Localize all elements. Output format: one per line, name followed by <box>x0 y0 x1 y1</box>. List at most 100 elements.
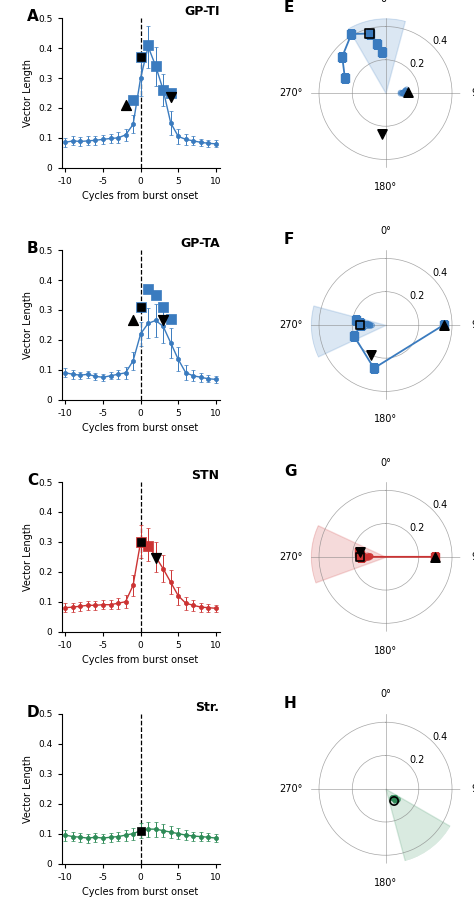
Text: E: E <box>284 0 294 15</box>
Point <box>392 793 400 807</box>
Text: G: G <box>284 464 296 479</box>
Point <box>390 792 397 806</box>
Point <box>440 317 447 332</box>
Point <box>365 549 373 564</box>
Point <box>152 551 159 565</box>
Point <box>401 85 409 99</box>
Point <box>362 319 369 334</box>
Point <box>365 548 373 563</box>
X-axis label: Cycles from burst onset: Cycles from burst onset <box>82 887 199 897</box>
Point <box>145 282 152 296</box>
Point <box>403 84 411 98</box>
Point <box>398 85 406 100</box>
Point <box>364 548 371 563</box>
Point <box>367 318 374 333</box>
Point <box>145 38 152 53</box>
Point <box>364 316 371 331</box>
Point <box>167 85 174 100</box>
Point <box>393 794 401 808</box>
Point <box>367 319 374 334</box>
Point <box>390 794 398 808</box>
Point <box>365 316 373 331</box>
Point <box>392 790 399 804</box>
Point <box>392 794 400 809</box>
Y-axis label: Vector Length: Vector Length <box>23 523 33 591</box>
Point <box>341 71 349 85</box>
Point <box>389 791 396 805</box>
Point <box>365 550 373 564</box>
Point <box>368 348 375 363</box>
Point <box>397 85 404 100</box>
Point <box>352 313 360 327</box>
Point <box>167 90 174 105</box>
Point <box>365 317 373 332</box>
Point <box>137 300 145 315</box>
Point <box>400 86 408 101</box>
Point <box>367 549 374 564</box>
Point <box>364 551 371 565</box>
Point <box>167 312 174 326</box>
Text: C: C <box>27 473 38 488</box>
Point <box>403 85 411 99</box>
Text: B: B <box>27 241 38 256</box>
Point <box>137 824 145 838</box>
Text: Str.: Str. <box>196 701 219 714</box>
Point <box>392 793 399 807</box>
Point <box>357 550 365 564</box>
Point <box>356 544 363 559</box>
Point <box>356 545 364 560</box>
Point <box>392 793 400 807</box>
Point <box>364 550 371 564</box>
Point <box>362 550 369 564</box>
Point <box>356 317 364 332</box>
Point <box>364 550 371 564</box>
Point <box>366 26 374 41</box>
Point <box>392 793 399 807</box>
Point <box>398 86 406 101</box>
Point <box>365 318 373 333</box>
Point <box>145 539 152 554</box>
Point <box>440 317 447 332</box>
Point <box>362 549 369 564</box>
Point <box>378 45 386 59</box>
Point <box>152 59 159 74</box>
Point <box>362 317 369 332</box>
Point <box>338 49 346 64</box>
Point <box>137 534 145 549</box>
Point <box>398 85 406 100</box>
Point <box>403 82 410 96</box>
Point <box>367 549 374 564</box>
Point <box>365 317 373 332</box>
X-axis label: Cycles from burst onset: Cycles from burst onset <box>82 424 199 434</box>
Point <box>364 316 371 331</box>
Point <box>367 549 374 564</box>
Point <box>159 300 167 315</box>
Point <box>159 83 167 97</box>
X-axis label: Cycles from burst onset: Cycles from burst onset <box>82 192 199 202</box>
Point <box>364 317 371 332</box>
Point <box>398 85 406 100</box>
Point <box>364 551 371 565</box>
Text: A: A <box>27 9 38 25</box>
Y-axis label: Vector Length: Vector Length <box>23 59 33 127</box>
Point <box>129 94 137 108</box>
Point <box>392 793 399 807</box>
Point <box>394 793 401 807</box>
Text: GP-TA: GP-TA <box>180 237 219 250</box>
Point <box>397 86 404 101</box>
Point <box>365 550 373 564</box>
Point <box>389 791 397 805</box>
Point <box>389 791 396 805</box>
Point <box>394 792 402 806</box>
Text: D: D <box>27 705 39 720</box>
Point <box>137 300 145 315</box>
Point <box>356 547 364 562</box>
Text: F: F <box>284 232 294 247</box>
Point <box>365 318 373 333</box>
X-axis label: Cycles from burst onset: Cycles from burst onset <box>82 655 199 665</box>
Point <box>388 791 396 805</box>
Point <box>365 318 373 333</box>
Point <box>400 85 408 100</box>
Point <box>356 315 364 330</box>
Point <box>401 83 409 97</box>
